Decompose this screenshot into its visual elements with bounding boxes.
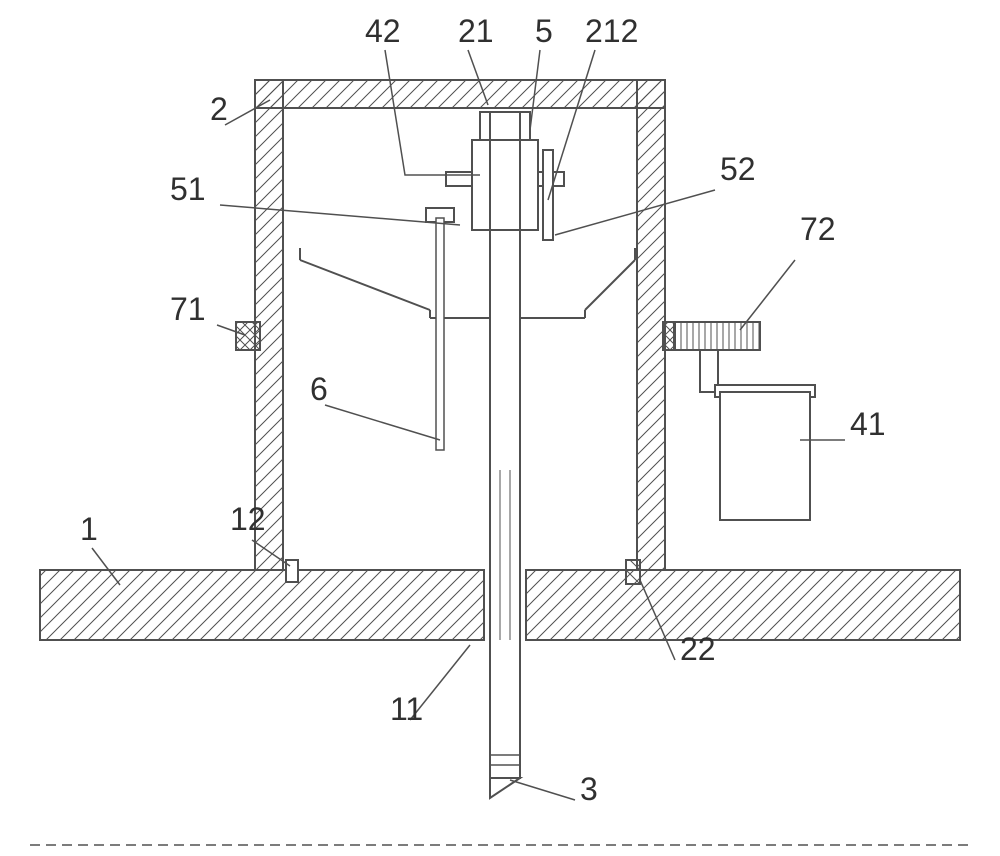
label-52: 52 (720, 151, 756, 187)
leader-L52 (555, 190, 715, 235)
label-12: 12 (230, 501, 266, 537)
hub-5 (472, 140, 538, 230)
label-41: 41 (850, 406, 886, 442)
label-212: 212 (585, 13, 638, 49)
baseplate-right (526, 570, 960, 640)
label-2: 2 (210, 91, 228, 127)
housing-right (637, 80, 665, 570)
label-1: 1 (80, 511, 98, 547)
grommet-71 (236, 322, 260, 350)
cap-21 (480, 112, 530, 140)
label-3: 3 (580, 771, 598, 807)
label-42: 42 (365, 13, 401, 49)
hopper-sides (300, 260, 635, 310)
knob-72 (674, 322, 760, 350)
label-71: 71 (170, 291, 206, 327)
label-6: 6 (310, 371, 328, 407)
label-51: 51 (170, 171, 206, 207)
housing-top (255, 80, 665, 108)
label-72: 72 (800, 211, 836, 247)
pin-12 (286, 560, 298, 582)
rod-6 (436, 218, 444, 450)
motor-41 (720, 392, 810, 520)
baseplate-left (40, 570, 484, 640)
leader-L72 (740, 260, 795, 330)
diagram-canvas: 42 21 5 212 2 52 51 71 72 6 41 1 12 11 22 3 (0, 0, 1000, 856)
leader-L3 (510, 780, 575, 800)
pin-22 (626, 560, 640, 584)
label-5: 5 (535, 13, 553, 49)
label-21: 21 (458, 13, 494, 49)
peg-212 (543, 150, 553, 240)
label-11: 11 (390, 691, 423, 727)
arm-left (446, 172, 472, 186)
leader-L6 (325, 405, 440, 440)
leader-L42 (385, 50, 480, 175)
leader-L212 (548, 50, 595, 200)
label-22: 22 (680, 631, 716, 667)
